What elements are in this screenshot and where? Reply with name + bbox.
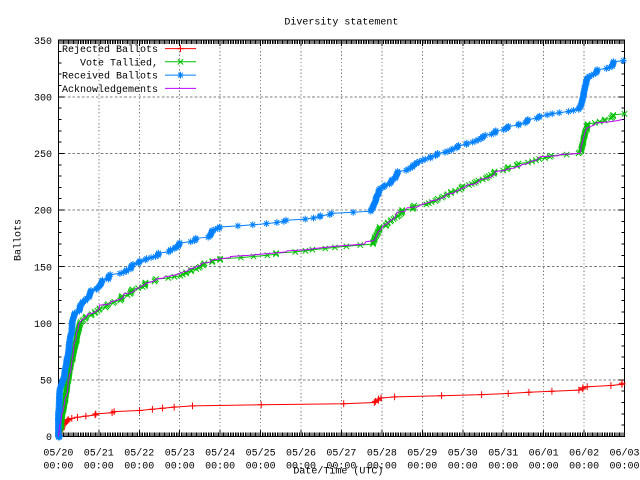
svg-text:Vote Tallied,: Vote Tallied, [80, 57, 158, 69]
svg-text:00:00: 00:00 [205, 462, 235, 473]
svg-text:06/03: 06/03 [609, 448, 639, 460]
svg-text:05/23: 05/23 [165, 448, 195, 460]
svg-text:300: 300 [34, 93, 52, 104]
svg-text:0: 0 [46, 433, 52, 444]
svg-text:00:00: 00:00 [407, 462, 437, 473]
svg-text:06/02: 06/02 [569, 448, 599, 460]
svg-text:05/26: 05/26 [286, 448, 316, 460]
svg-text:00:00: 00:00 [448, 462, 478, 473]
svg-text:Rejected Ballots: Rejected Ballots [62, 44, 158, 56]
svg-text:100: 100 [34, 320, 52, 331]
svg-text:Ballots: Ballots [13, 219, 25, 261]
svg-text:05/31: 05/31 [488, 448, 518, 460]
svg-text:00:00: 00:00 [569, 462, 599, 473]
svg-text:00:00: 00:00 [488, 462, 518, 473]
svg-text:00:00: 00:00 [367, 462, 397, 473]
svg-text:05/29: 05/29 [407, 448, 437, 460]
svg-text:00:00: 00:00 [609, 462, 639, 473]
svg-text:250: 250 [34, 150, 52, 161]
svg-text:05/30: 05/30 [448, 448, 478, 460]
svg-text:Date/Time (UTC): Date/Time (UTC) [293, 465, 383, 477]
svg-text:05/27: 05/27 [326, 448, 356, 460]
svg-text:00:00: 00:00 [165, 462, 195, 473]
svg-text:00:00: 00:00 [124, 462, 154, 473]
svg-text:05/25: 05/25 [246, 448, 276, 460]
svg-text:05/20: 05/20 [43, 448, 73, 460]
svg-text:06/01: 06/01 [529, 448, 559, 460]
svg-text:00:00: 00:00 [43, 462, 73, 473]
svg-text:05/28: 05/28 [367, 448, 397, 460]
svg-text:00:00: 00:00 [246, 462, 276, 473]
svg-text:50: 50 [40, 377, 52, 388]
svg-text:Diversity statement: Diversity statement [284, 16, 398, 28]
svg-text:05/22: 05/22 [124, 448, 154, 460]
svg-text:Received Ballots: Received Ballots [62, 71, 158, 83]
svg-text:05/21: 05/21 [84, 448, 114, 460]
svg-text:200: 200 [34, 207, 52, 218]
svg-text:00:00: 00:00 [286, 462, 316, 473]
svg-text:00:00: 00:00 [529, 462, 559, 473]
svg-text:05/24: 05/24 [205, 448, 235, 460]
svg-text:350: 350 [34, 37, 52, 48]
svg-text:00:00: 00:00 [84, 462, 114, 473]
svg-text:150: 150 [34, 263, 52, 274]
svg-text:00:00: 00:00 [326, 462, 356, 473]
svg-text:Acknowledgements: Acknowledgements [62, 84, 158, 96]
